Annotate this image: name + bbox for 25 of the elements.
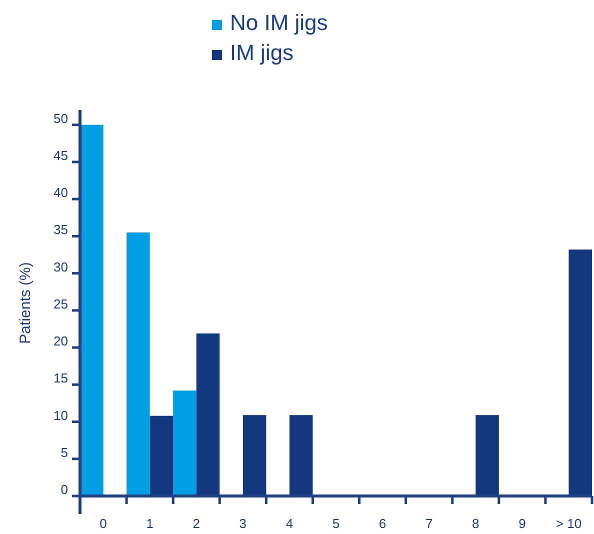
legend-label: No IM jigs — [230, 10, 328, 35]
x-tick-label: 8 — [472, 516, 480, 531]
y-tick-label: 30 — [54, 259, 68, 274]
y-axis-title: Patients (%) — [17, 262, 34, 344]
y-tick-label: 20 — [54, 334, 68, 349]
y-tick-label: 15 — [54, 370, 68, 386]
y-tick-label: 25 — [54, 296, 68, 312]
y-tick-label: 35 — [54, 222, 68, 238]
x-tick-label: 3 — [239, 516, 247, 531]
y-tick-label: 40 — [54, 185, 68, 200]
x-tick-label: 7 — [425, 516, 433, 531]
x-tick-label: 5 — [332, 516, 340, 531]
y-tick-label: 0 — [60, 482, 68, 497]
x-tick-label: 9 — [518, 516, 526, 531]
y-tick-label: 45 — [54, 148, 68, 163]
x-tick-label: > 10 — [556, 516, 582, 531]
x-tick-label: 0 — [100, 516, 107, 531]
legend-label: IM jigs — [230, 40, 294, 65]
y-tick-label: 5 — [60, 444, 68, 460]
y-tick-label: 10 — [54, 408, 68, 423]
y-tick-label: 50 — [54, 110, 68, 126]
x-tick-label: 6 — [378, 516, 386, 531]
x-tick-label: 4 — [286, 516, 294, 531]
x-tick-label: 1 — [146, 516, 154, 531]
x-tick-label: 2 — [192, 516, 200, 531]
